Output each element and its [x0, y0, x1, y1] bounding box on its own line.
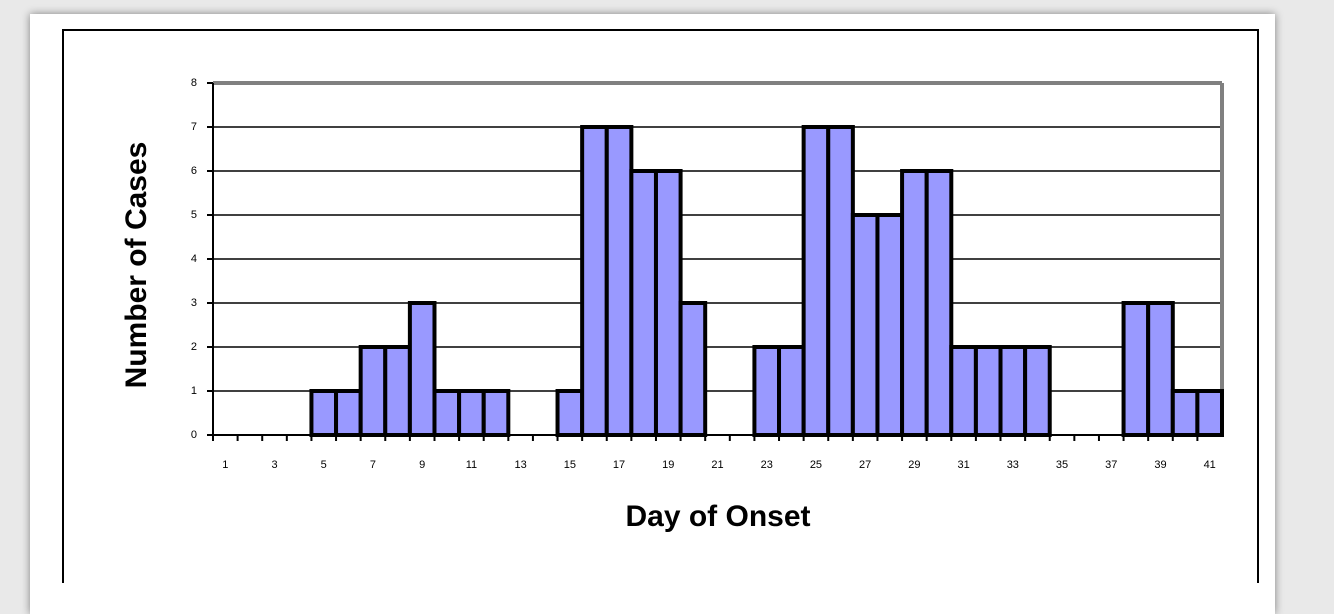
bar — [1195, 389, 1225, 437]
x-tick-label: 1 — [222, 459, 228, 471]
bar — [924, 169, 954, 437]
y-tick-label: 6 — [191, 165, 197, 177]
bar — [801, 125, 831, 437]
x-tick-label: 3 — [271, 459, 277, 471]
bar — [1023, 345, 1052, 437]
bar — [383, 345, 412, 437]
bar — [1170, 389, 1200, 437]
bar — [752, 345, 782, 437]
y-axis-title: Number of Cases — [120, 142, 153, 389]
y-tick-label: 7 — [191, 121, 197, 133]
x-tick-label: 19 — [662, 459, 674, 471]
bar — [973, 345, 1003, 437]
x-tick-label: 31 — [957, 459, 969, 471]
bar — [481, 389, 511, 437]
y-tick-label: 2 — [191, 341, 197, 353]
x-tick-label: 5 — [321, 459, 327, 471]
x-tick-label: 37 — [1105, 459, 1117, 471]
bar — [604, 125, 634, 437]
bar — [555, 389, 585, 437]
x-tick-label: 9 — [419, 459, 425, 471]
x-tick-label: 25 — [810, 459, 822, 471]
x-tick-label: 23 — [761, 459, 773, 471]
x-tick-label: 33 — [1007, 459, 1019, 471]
y-tick-label: 0 — [191, 429, 197, 441]
bar — [407, 301, 437, 437]
bar — [850, 213, 880, 437]
bar — [678, 301, 708, 437]
x-tick-label: 39 — [1154, 459, 1166, 471]
bar — [580, 125, 609, 437]
bar — [457, 389, 486, 437]
y-tick-label: 1 — [191, 385, 197, 397]
x-tick-label: 15 — [564, 459, 576, 471]
bar — [629, 169, 658, 437]
x-tick-label: 35 — [1056, 459, 1068, 471]
bar — [949, 345, 978, 437]
x-tick-label: 21 — [711, 459, 723, 471]
bar — [1121, 301, 1151, 437]
bar — [432, 389, 462, 437]
x-tick-label: 27 — [859, 459, 871, 471]
bar — [1146, 301, 1175, 437]
bar — [358, 345, 388, 437]
x-tick-label: 7 — [370, 459, 376, 471]
y-tick-label: 4 — [191, 253, 197, 265]
bar — [826, 125, 855, 437]
y-tick-label: 3 — [191, 297, 197, 309]
bar — [875, 213, 905, 437]
x-tick-label: 41 — [1204, 459, 1216, 471]
bar — [998, 345, 1028, 437]
bar — [777, 345, 806, 437]
bar — [334, 389, 363, 437]
y-tick-label: 5 — [191, 209, 197, 221]
bar — [309, 389, 339, 437]
x-tick-label: 29 — [908, 459, 920, 471]
x-tick-label: 13 — [514, 459, 526, 471]
bar — [653, 169, 683, 437]
bar — [900, 169, 929, 437]
y-tick-label: 8 — [191, 77, 197, 89]
x-tick-label: 11 — [466, 459, 477, 471]
x-tick-label: 17 — [613, 459, 625, 471]
x-axis-title: Day of Onset — [625, 500, 810, 533]
